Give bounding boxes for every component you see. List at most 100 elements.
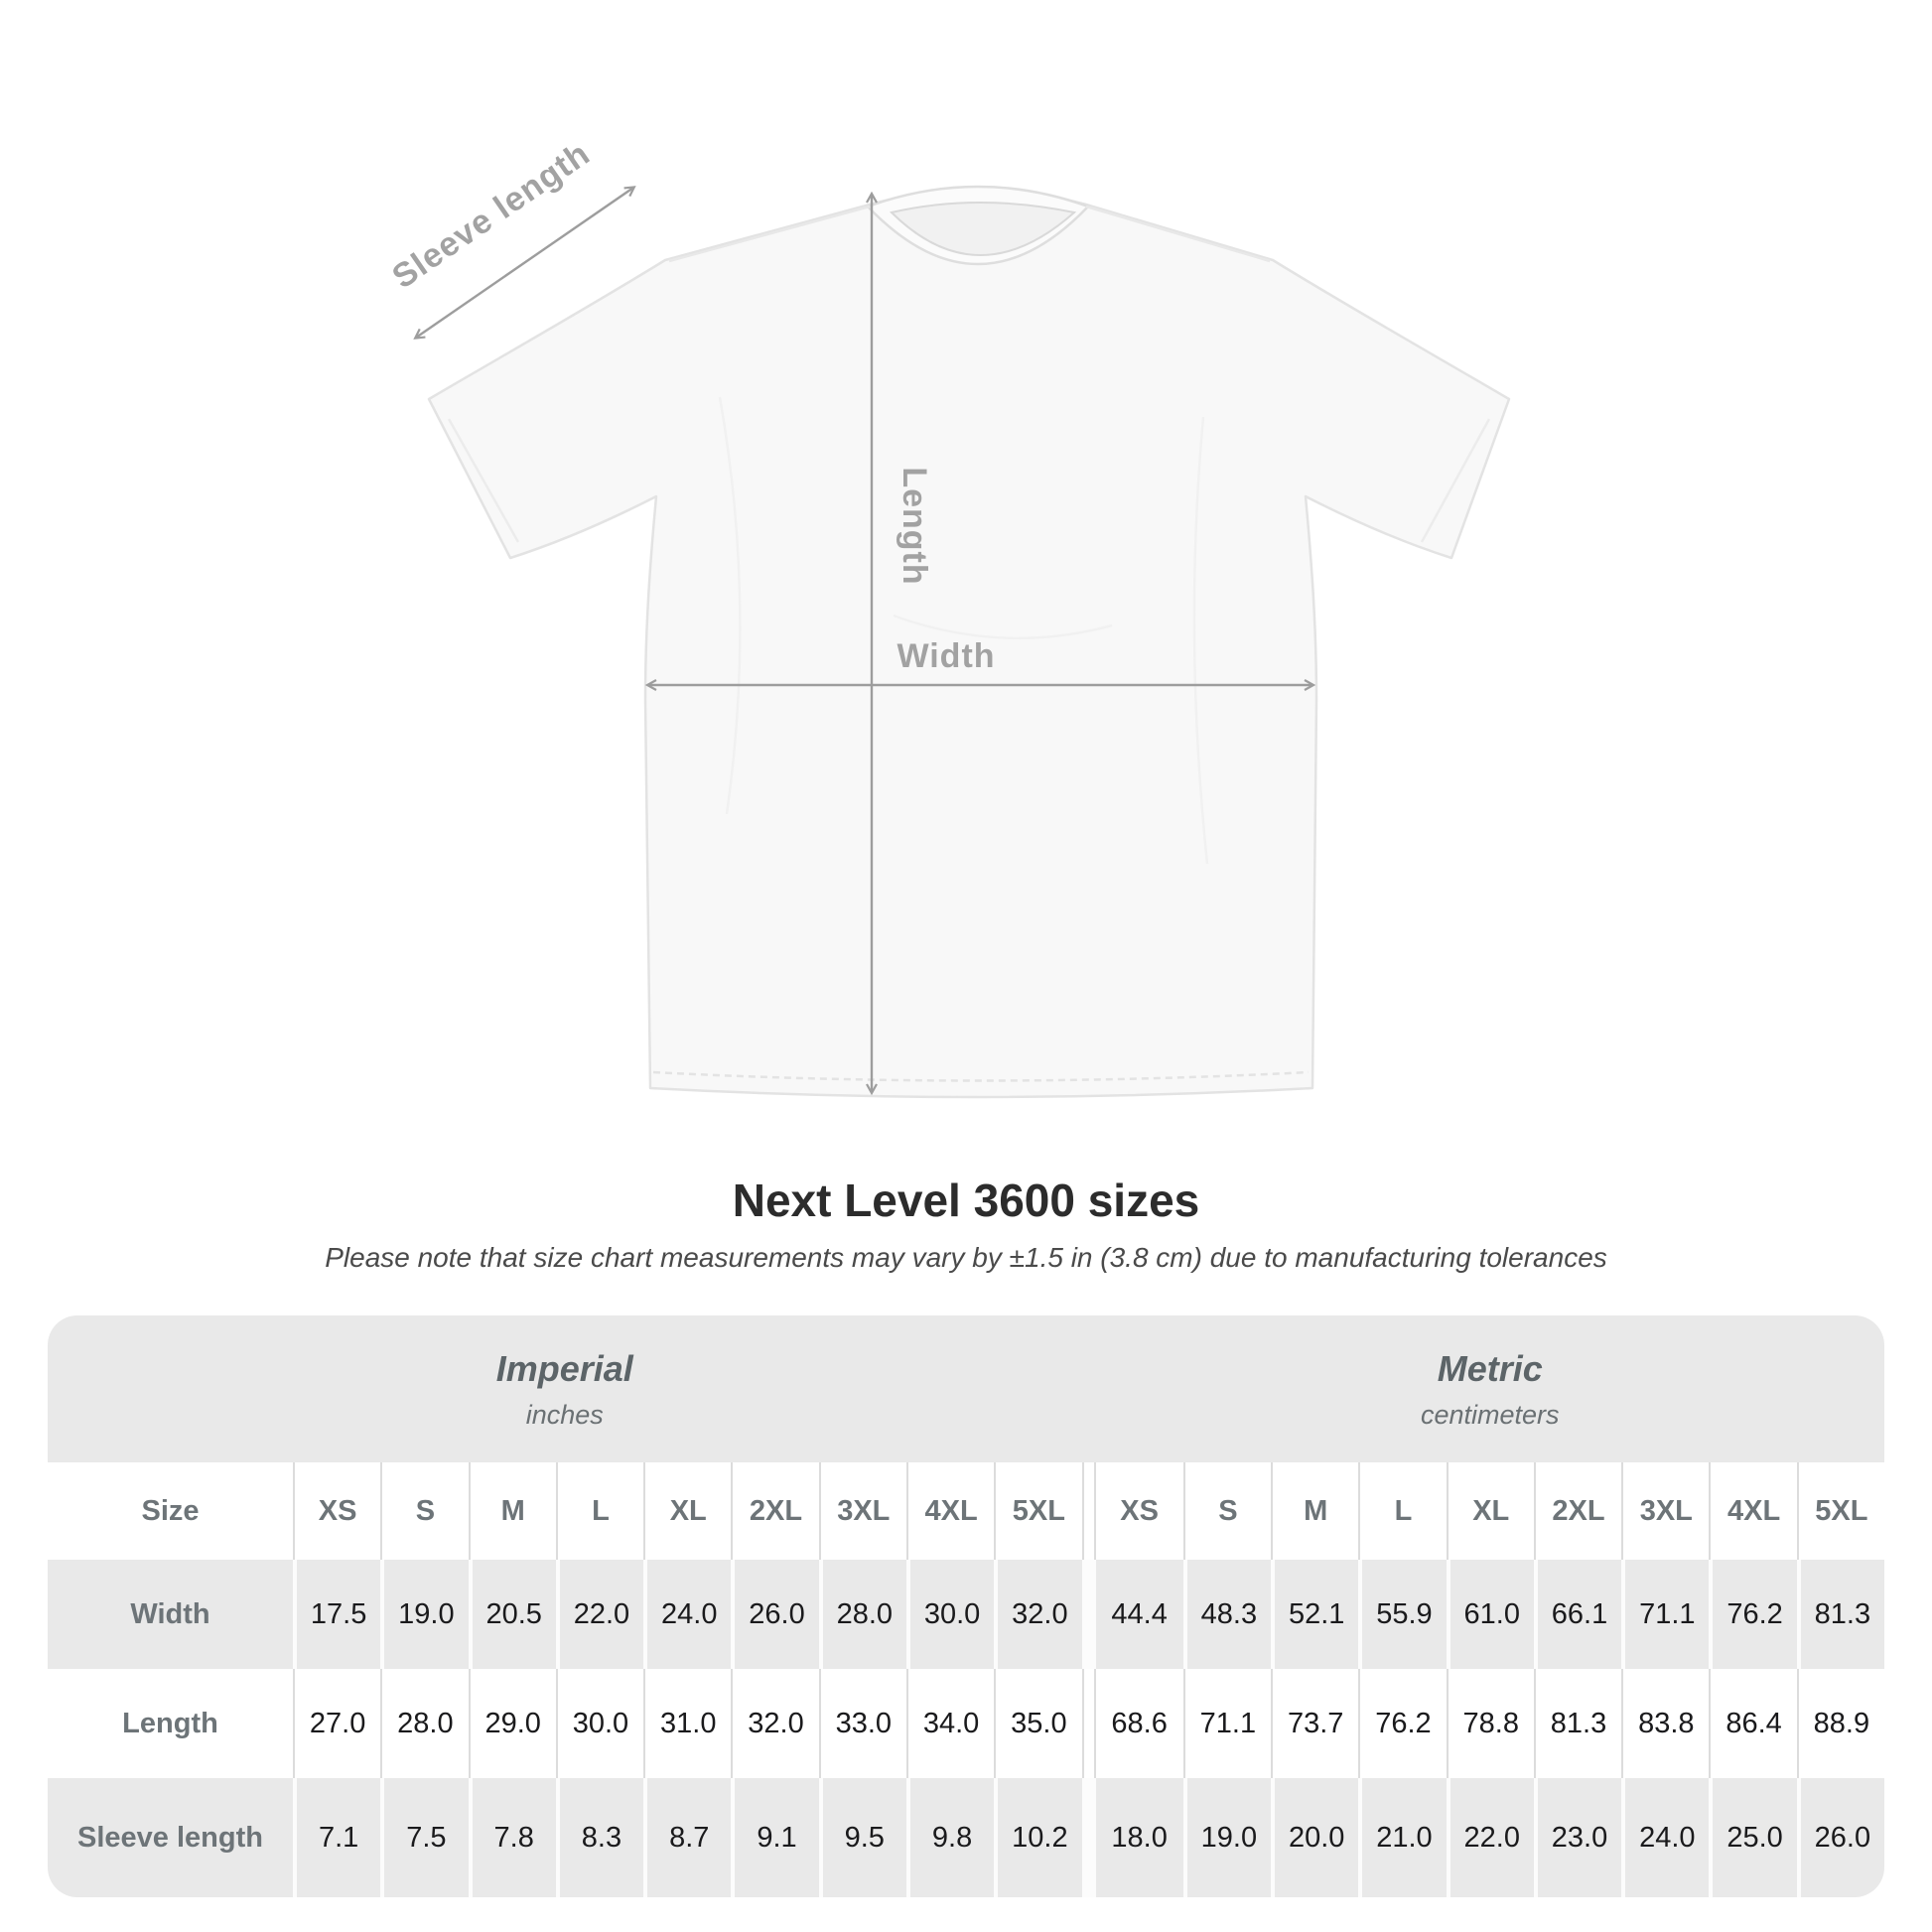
width-label: Width — [897, 637, 995, 675]
measurement-value-metric: 23.0 — [1533, 1778, 1621, 1897]
measurement-value-imperial: 31.0 — [643, 1669, 731, 1778]
measurement-row-label: Length — [122, 1707, 218, 1739]
sleeve-length-row: Sleeve length 7.1 7.5 7.8 8.3 8.7 9.1 9.5 9.8 10.… — [48, 1778, 1884, 1897]
measurement-arrows — [413, 186, 1316, 1096]
measurement-value-metric: 24.0 — [1621, 1778, 1709, 1897]
size-col-header: L — [1358, 1462, 1446, 1560]
size-col-header: XL — [643, 1462, 731, 1560]
measurement-value-metric: 19.0 — [1182, 1778, 1271, 1897]
page-title: Next Level 3600 sizes — [732, 1174, 1200, 1226]
tshirt-illustration: Sleeve length Length Width — [385, 135, 1511, 1099]
unit-divider — [1081, 1462, 1096, 1560]
size-col-header: 5XL — [994, 1462, 1081, 1560]
measurement-value-imperial: 8.3 — [555, 1778, 643, 1897]
size-col-header: XL — [1446, 1462, 1534, 1560]
tolerance-note: Please note that size chart measurements… — [325, 1242, 1607, 1273]
measurement-value-imperial: 30.0 — [555, 1669, 643, 1778]
measurement-value-imperial: 32.0 — [731, 1669, 818, 1778]
measurement-value-imperial: 20.5 — [468, 1560, 556, 1669]
size-col-header: 4XL — [1709, 1462, 1796, 1560]
size-col-header: M — [1271, 1462, 1358, 1560]
measurement-value-metric: 18.0 — [1111, 1821, 1168, 1854]
measurement-value-metric: 76.2 — [1358, 1669, 1446, 1778]
size-table: Imperial inches Metric centimeters Size X… — [48, 1315, 1884, 1897]
size-col-header: 3XL — [818, 1462, 906, 1560]
size-col-header: S — [380, 1462, 468, 1560]
unit-group-metric: Metric centimeters — [1096, 1315, 1885, 1462]
measurement-value-imperial: 7.8 — [468, 1778, 556, 1897]
measurement-value-imperial: 34.0 — [905, 1669, 994, 1778]
unit-divider — [1081, 1560, 1096, 1669]
measurement-value-metric: 21.0 — [1358, 1778, 1446, 1897]
measurement-value-metric: 26.0 — [1796, 1778, 1884, 1897]
measurement-value-imperial: 8.7 — [643, 1778, 731, 1897]
measurement-value-imperial: 26.0 — [731, 1560, 818, 1669]
measurement-value-metric: 71.1 — [1621, 1560, 1709, 1669]
measurement-value-imperial: 10.2 — [994, 1778, 1081, 1897]
measurement-value-imperial: 17.5 — [293, 1560, 380, 1669]
sleeve-length-label: Sleeve length — [385, 135, 597, 297]
size-col-header: 2XL — [731, 1462, 818, 1560]
length-row: Length 27.0 28.0 29.0 30.0 31.0 32.0 33.0 34.0 35… — [48, 1669, 1884, 1778]
measurement-value-imperial: 32.0 — [994, 1560, 1081, 1669]
measurement-value-metric: 78.8 — [1446, 1669, 1534, 1778]
measurement-value-imperial: 9.5 — [818, 1778, 906, 1897]
unit-divider — [1081, 1669, 1096, 1778]
measurement-value-metric: 22.0 — [1446, 1778, 1534, 1897]
size-col-header: 2XL — [1533, 1462, 1621, 1560]
measurement-value-metric: 44.4 — [1111, 1597, 1168, 1630]
measurement-value-imperial: 7.5 — [380, 1778, 468, 1897]
measurement-value-imperial: 24.0 — [643, 1560, 731, 1669]
measurement-value-imperial: 19.0 — [380, 1560, 468, 1669]
measurement-value-metric: 52.1 — [1271, 1560, 1358, 1669]
measurement-value-metric: 68.6 — [1111, 1707, 1168, 1739]
measurement-value-imperial: 35.0 — [994, 1669, 1081, 1778]
measurement-value-imperial: 27.0 — [293, 1669, 380, 1778]
measurement-row-label: Width — [130, 1597, 210, 1630]
size-col-header: XS — [293, 1462, 380, 1560]
size-col-header: M — [468, 1462, 556, 1560]
metric-heading: Metric — [1437, 1347, 1543, 1389]
unit-group-imperial: Imperial inches — [48, 1315, 1082, 1462]
measurement-value-imperial: 28.0 — [380, 1669, 468, 1778]
width-row: Width 17.5 19.0 20.5 22.0 24.0 26.0 28.0 30.0 32.… — [48, 1560, 1884, 1669]
size-col-header: 4XL — [905, 1462, 994, 1560]
measurement-value-imperial: 9.8 — [905, 1778, 994, 1897]
measurement-value-metric: 25.0 — [1709, 1778, 1796, 1897]
measurement-value-imperial: 9.1 — [731, 1778, 818, 1897]
measurement-value-metric: 66.1 — [1533, 1560, 1621, 1669]
sleeve-length-arrow — [413, 186, 636, 340]
unit-divider — [1081, 1778, 1096, 1897]
measurement-value-metric: 88.9 — [1796, 1669, 1884, 1778]
measurement-value-imperial: 22.0 — [555, 1560, 643, 1669]
metric-unit: centimeters — [1420, 1399, 1560, 1430]
measurement-value-metric: 20.0 — [1271, 1778, 1358, 1897]
tshirt-shape — [427, 185, 1511, 1099]
measurement-value-metric: 81.3 — [1796, 1560, 1884, 1669]
measurement-value-imperial: 33.0 — [818, 1669, 906, 1778]
length-label: Length — [896, 467, 933, 585]
measurement-value-metric: 61.0 — [1446, 1560, 1534, 1669]
size-col-header: 5XL — [1796, 1462, 1884, 1560]
measurement-value-imperial: 30.0 — [905, 1560, 994, 1669]
unit-header-band: Imperial inches Metric centimeters — [48, 1315, 1884, 1462]
size-column-label: Size — [141, 1494, 200, 1527]
size-col-header: 3XL — [1621, 1462, 1709, 1560]
measurement-value-metric: 48.3 — [1182, 1560, 1271, 1669]
size-col-header: L — [555, 1462, 643, 1560]
measurement-row-label: Sleeve length — [77, 1821, 263, 1854]
imperial-unit: inches — [525, 1399, 604, 1430]
imperial-heading: Imperial — [495, 1347, 633, 1389]
measurement-value-metric: 55.9 — [1358, 1560, 1446, 1669]
size-header-row: Size XS S M L XL 2XL 3XL 4XL 5XL XS S M L XL 2XL 3XL 4XL 5… — [48, 1462, 1884, 1560]
measurement-value-metric: 81.3 — [1533, 1669, 1621, 1778]
measurement-value-metric: 73.7 — [1271, 1669, 1358, 1778]
measurement-value-metric: 71.1 — [1182, 1669, 1271, 1778]
measurement-value-metric: 86.4 — [1709, 1669, 1796, 1778]
measurement-value-metric: 76.2 — [1709, 1560, 1796, 1669]
measurement-value-metric: 83.8 — [1621, 1669, 1709, 1778]
measurement-value-imperial: 28.0 — [818, 1560, 906, 1669]
size-col-header: S — [1182, 1462, 1271, 1560]
measurement-value-imperial: 29.0 — [468, 1669, 556, 1778]
